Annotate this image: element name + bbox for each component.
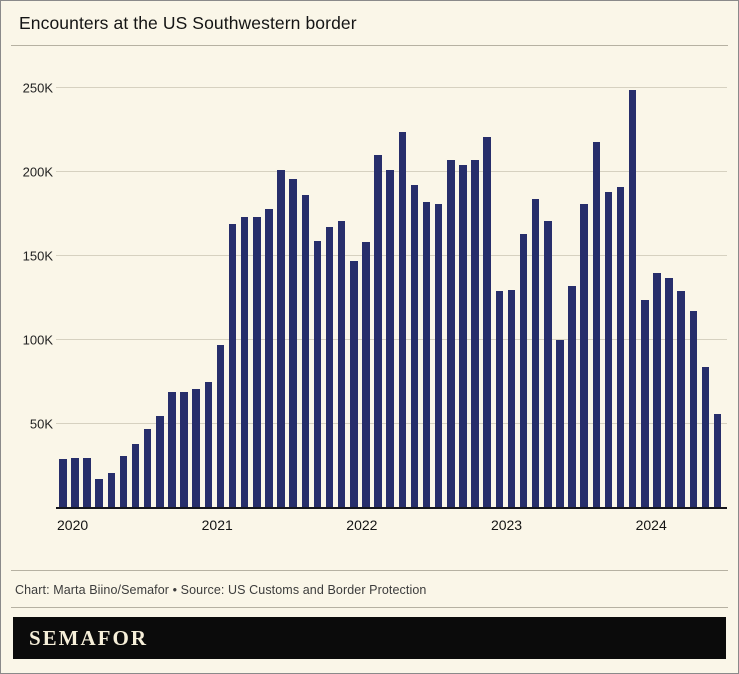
y-tick-label: 150K	[22, 248, 53, 264]
bar	[180, 392, 188, 508]
x-tick-label: 2021	[201, 517, 233, 533]
bar	[616, 186, 625, 508]
bar	[59, 459, 67, 508]
divider-top	[11, 45, 728, 46]
bar	[544, 220, 552, 508]
bar	[568, 286, 576, 508]
x-tick-label: 2020	[57, 517, 89, 533]
bar	[71, 457, 79, 508]
bar	[592, 141, 601, 508]
x-axis-line	[56, 507, 727, 509]
bar	[653, 272, 661, 508]
bar	[459, 165, 467, 508]
bar	[119, 455, 128, 508]
bar	[628, 89, 637, 508]
bar	[665, 277, 673, 508]
bar	[434, 203, 443, 508]
x-tick-label: 2024	[635, 517, 667, 533]
bar	[95, 479, 103, 508]
bar	[240, 217, 249, 508]
bar	[277, 170, 285, 508]
divider-below-credit	[11, 607, 728, 608]
bar	[701, 366, 710, 508]
gridline	[56, 86, 727, 88]
y-axis: 50K 100K 150K 200K 250K	[1, 71, 53, 508]
bar	[253, 217, 261, 508]
y-tick-label: 100K	[22, 332, 53, 348]
bar	[447, 160, 455, 508]
bar	[362, 242, 370, 508]
bar	[677, 291, 685, 508]
bar	[689, 311, 698, 508]
bar	[313, 240, 322, 508]
bar	[216, 344, 225, 508]
bar	[337, 220, 346, 508]
y-tick-label: 50K	[29, 416, 53, 432]
bar	[228, 223, 237, 508]
bar	[192, 388, 200, 508]
bar	[604, 192, 613, 508]
bar	[131, 444, 140, 508]
bar	[156, 415, 164, 508]
bar	[495, 291, 504, 508]
bar	[204, 381, 213, 508]
bar	[471, 160, 479, 508]
bar	[289, 178, 297, 508]
bar	[350, 260, 358, 508]
bar	[168, 392, 176, 508]
bar	[713, 413, 722, 508]
credit-text: Chart: Marta Biino/Semafor • Source: US …	[15, 583, 427, 597]
bar	[83, 457, 91, 508]
bar	[325, 227, 334, 508]
y-tick-label: 200K	[22, 164, 53, 180]
x-tick-label: 2023	[490, 517, 523, 533]
page-title: Encounters at the US Southwestern border	[19, 13, 357, 33]
plot-area	[56, 71, 727, 509]
bar	[398, 131, 407, 508]
divider-above-credit	[11, 570, 728, 571]
bar	[301, 195, 310, 508]
bar	[143, 429, 152, 508]
y-tick-label: 250K	[22, 80, 53, 96]
bar	[507, 289, 516, 508]
bar	[374, 155, 382, 508]
x-axis-labels: 2020 2021 2022 2023 2024	[57, 512, 722, 536]
bar	[107, 472, 116, 508]
logo-text: SEMAFOR	[29, 625, 148, 650]
x-tick-label: 2022	[346, 517, 378, 533]
bar	[519, 234, 528, 508]
bars-container	[59, 71, 722, 508]
bar	[265, 208, 273, 508]
bar	[483, 136, 491, 508]
bar	[386, 170, 394, 508]
bar	[580, 203, 588, 508]
bar	[410, 185, 419, 508]
bar	[556, 339, 564, 508]
logo-box: SEMAFOR	[13, 617, 726, 659]
bar	[422, 202, 431, 508]
bar	[531, 198, 540, 508]
bar	[641, 299, 649, 508]
